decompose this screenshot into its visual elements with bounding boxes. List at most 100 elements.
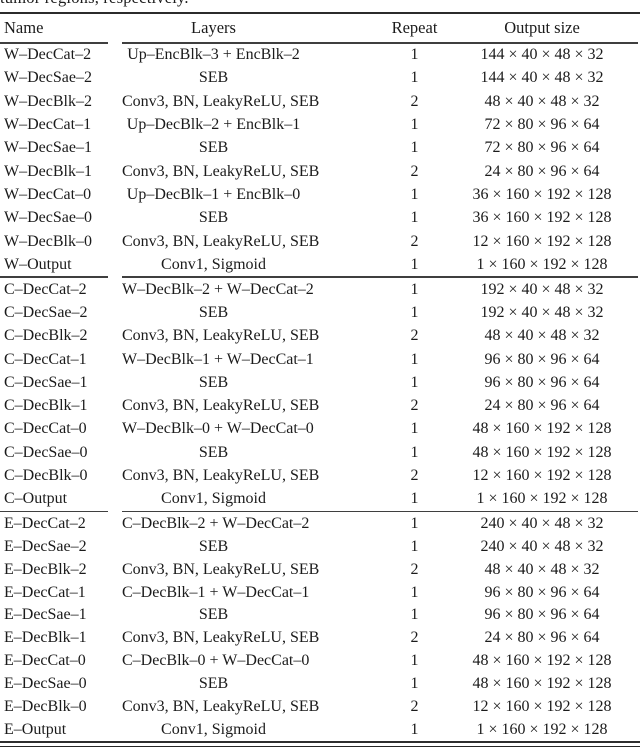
row-name: E–Output (4, 720, 67, 738)
row-output: 48 × 160 × 192 × 128 (472, 652, 612, 670)
row-repeat: 1 (410, 209, 419, 227)
row-repeat: 2 (410, 92, 419, 110)
table-header-row: Name Layers Repeat Output size (0, 14, 640, 42)
table-row: E–DecBlk–2 Conv3, BN, LeakyReLU, SEB 2 4… (0, 558, 640, 581)
header-divider-body-rule (122, 42, 638, 44)
row-output: 24 × 80 × 96 × 64 (484, 397, 600, 415)
table-bottom-rule (0, 741, 640, 748)
row-output: 240 × 40 × 48 × 32 (480, 537, 604, 555)
table-row: W–DecSae–0 SEB 1 36 × 160 × 192 × 128 (0, 207, 640, 230)
row-output: 48 × 40 × 48 × 32 (484, 560, 600, 578)
row-name: W–DecBlk–2 (4, 92, 92, 110)
row-output: 192 × 40 × 48 × 32 (480, 280, 604, 298)
bottom-rule-lower (0, 745, 640, 748)
row-output: 96 × 80 × 96 × 64 (484, 606, 600, 624)
row-layers: SEB (198, 139, 229, 157)
table-row: W–DecSae–2 SEB 1 144 × 40 × 48 × 32 (0, 67, 640, 90)
table-row: C–DecBlk–2 Conv3, BN, LeakyReLU, SEB 2 4… (0, 325, 640, 348)
row-layers: Conv3, BN, LeakyReLU, SEB (122, 327, 320, 345)
row-name: W–DecSae–0 (4, 209, 92, 227)
row-repeat: 1 (410, 490, 419, 508)
table-row: E–DecCat–2 C–DecBlk–2 + W–DecCat–2 1 240… (0, 512, 640, 535)
table-row: C–DecSae–0 SEB 1 48 × 160 × 192 × 128 (0, 441, 640, 464)
table-row: C–DecBlk–1 Conv3, BN, LeakyReLU, SEB 2 2… (0, 394, 640, 417)
row-output: 96 × 80 × 96 × 64 (484, 373, 600, 391)
row-name: W–DecCat–2 (4, 46, 92, 64)
section-divider-body-rule (122, 276, 638, 278)
caption-text: tumor regions, respectively. (0, 0, 640, 8)
section-divider (0, 510, 640, 513)
row-repeat: 2 (410, 698, 419, 715)
divider-gap (108, 276, 122, 278)
row-repeat: 1 (410, 537, 419, 555)
row-output: 1 × 160 × 192 × 128 (476, 255, 608, 273)
row-name: W–DecBlk–1 (4, 162, 92, 180)
table-row: E–DecCat–1 C–DecBlk–1 + W–DecCat–1 1 96 … (0, 581, 640, 604)
row-name: C–DecBlk–2 (4, 327, 88, 345)
row-name: E–DecSae–0 (4, 675, 87, 693)
table-row: C–DecSae–2 SEB 1 192 × 40 × 48 × 32 (0, 301, 640, 324)
column-header-name: Name (4, 18, 44, 37)
column-header-layers: Layers (191, 18, 236, 37)
row-layers: SEB (198, 537, 229, 555)
row-output: 192 × 40 × 48 × 32 (480, 303, 604, 321)
row-output: 12 × 160 × 192 × 128 (472, 466, 612, 484)
row-name: C–DecBlk–0 (4, 466, 88, 484)
table-row: E–DecCat–0 C–DecBlk–0 + W–DecCat–0 1 48 … (0, 650, 640, 673)
row-repeat: 1 (410, 255, 419, 273)
table-row: W–Output Conv1, Sigmoid 1 1 × 160 × 192 … (0, 253, 640, 276)
row-layers: Conv3, BN, LeakyReLU, SEB (122, 162, 320, 180)
row-output: 96 × 80 × 96 × 64 (484, 583, 600, 601)
row-layers: Conv1, Sigmoid (161, 490, 266, 508)
row-layers: Conv1, Sigmoid (161, 255, 266, 273)
table-row: E–DecSae–0 SEB 1 48 × 160 × 192 × 128 (0, 673, 640, 696)
row-layers: Up–DecBlk–1 + EncBlk–0 (126, 185, 301, 203)
row-repeat: 1 (410, 675, 419, 693)
row-name: C–DecSae–2 (4, 303, 88, 321)
column-header-repeat: Repeat (391, 18, 438, 37)
row-layers: Up–EncBlk–3 + EncBlk–2 (127, 46, 300, 64)
row-name: E–DecSae–2 (4, 537, 87, 555)
row-layers: W–DecBlk–2 + W–DecCat–2 (122, 280, 314, 298)
row-layers: Up–DecBlk–2 + EncBlk–1 (126, 116, 301, 134)
header-divider-name-rule (0, 42, 108, 44)
row-output: 36 × 160 × 192 × 128 (472, 209, 612, 227)
row-repeat: 1 (410, 720, 419, 738)
row-name: C–DecSae–0 (4, 443, 88, 461)
row-repeat: 1 (410, 443, 419, 461)
row-repeat: 1 (410, 139, 419, 157)
row-output: 48 × 40 × 48 × 32 (484, 92, 600, 110)
row-repeat: 1 (410, 373, 419, 391)
row-repeat: 2 (410, 629, 419, 647)
row-name: W–DecSae–1 (4, 139, 92, 157)
table-row: W–DecBlk–2 Conv3, BN, LeakyReLU, SEB 2 4… (0, 90, 640, 113)
table-row: W–DecCat–1 Up–DecBlk–2 + EncBlk–1 1 72 ×… (0, 113, 640, 136)
row-name: C–DecCat–2 (4, 280, 87, 298)
row-layers: Conv3, BN, LeakyReLU, SEB (122, 232, 320, 250)
row-repeat: 1 (410, 652, 419, 670)
table-row: E–DecSae–1 SEB 1 96 × 80 × 96 × 64 (0, 604, 640, 627)
table-row: W–DecBlk–0 Conv3, BN, LeakyReLU, SEB 2 1… (0, 230, 640, 253)
table-top-rule (0, 11, 640, 14)
table-row: C–DecCat–1 W–DecBlk–1 + W–DecCat–1 1 96 … (0, 348, 640, 371)
row-name: E–DecBlk–0 (4, 698, 87, 715)
divider-gap (108, 42, 122, 44)
section-divider-name-rule (0, 510, 108, 513)
row-repeat: 1 (410, 583, 419, 601)
row-output: 48 × 40 × 48 × 32 (484, 327, 600, 345)
row-layers: Conv3, BN, LeakyReLU, SEB (122, 698, 320, 715)
row-name: E–DecCat–2 (4, 514, 86, 532)
row-repeat: 2 (410, 560, 419, 578)
row-name: E–DecBlk–2 (4, 560, 87, 578)
row-layers: Conv3, BN, LeakyReLU, SEB (122, 560, 320, 578)
row-name: W–DecBlk–0 (4, 232, 92, 250)
table-row: W–DecSae–1 SEB 1 72 × 80 × 96 × 64 (0, 137, 640, 160)
row-layers: C–DecBlk–2 + W–DecCat–2 (122, 514, 310, 532)
row-output: 72 × 80 × 96 × 64 (484, 139, 600, 157)
row-repeat: 1 (410, 185, 419, 203)
row-layers: Conv1, Sigmoid (161, 720, 266, 738)
row-name: C–Output (4, 490, 68, 508)
section-divider-name-rule (0, 276, 108, 278)
row-layers: Conv3, BN, LeakyReLU, SEB (122, 397, 320, 415)
row-name: C–DecCat–0 (4, 420, 87, 438)
